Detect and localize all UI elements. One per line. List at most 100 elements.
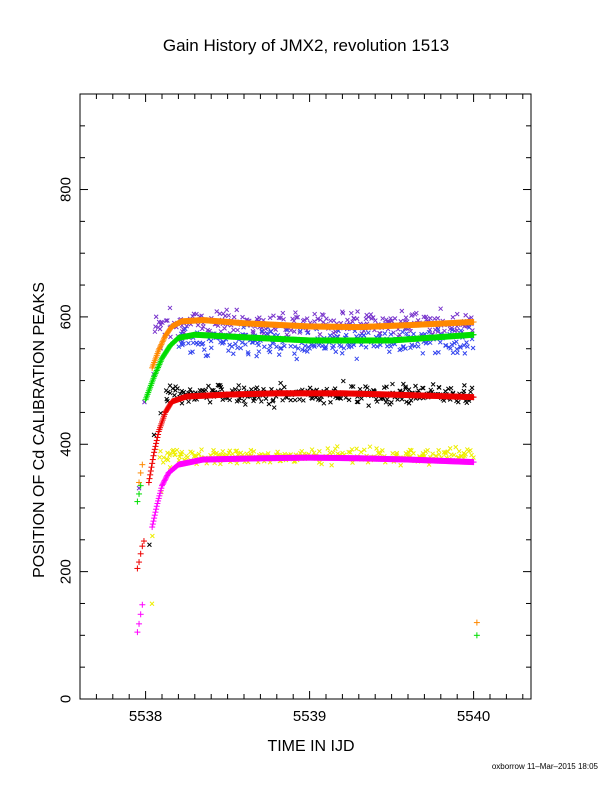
raw-point [425, 447, 430, 453]
raw-point [171, 449, 177, 455]
x-axis-label: TIME IN IJD [267, 738, 355, 755]
raw-point [449, 342, 455, 348]
raw-point [317, 448, 322, 454]
raw-point [288, 343, 294, 349]
plus-point [137, 469, 144, 476]
fit-point [470, 318, 477, 325]
fit-point [157, 342, 164, 349]
plus-point [136, 620, 143, 627]
raw-point [293, 314, 299, 320]
raw-point [454, 346, 460, 352]
raw-point [157, 326, 163, 332]
raw-point [420, 385, 426, 391]
raw-point [278, 380, 283, 386]
fit-point [151, 449, 158, 456]
raw-point [219, 387, 225, 392]
raw-point [200, 340, 206, 346]
raw-point [450, 314, 456, 320]
raw-point [276, 352, 282, 358]
raw-point [304, 349, 310, 354]
raw-point [315, 316, 321, 322]
raw-point [264, 331, 270, 336]
raw-point [309, 447, 315, 452]
fit-point [154, 434, 161, 441]
raw-point [280, 310, 286, 316]
raw-point [399, 308, 405, 314]
raw-point [245, 351, 251, 357]
raw-point [248, 387, 254, 392]
raw-point [256, 349, 262, 354]
raw-point [201, 324, 206, 329]
raw-point [203, 387, 209, 393]
raw-point [292, 397, 298, 403]
raw-point [230, 351, 236, 357]
raw-point [458, 328, 464, 334]
raw-point [433, 453, 439, 459]
plus-point [136, 559, 143, 566]
raw-point [152, 329, 158, 335]
raw-point [172, 452, 178, 458]
raw-point [350, 460, 355, 465]
plus-point [134, 629, 141, 636]
raw-point [364, 385, 370, 391]
raw-point [227, 397, 233, 403]
raw-point [413, 383, 418, 389]
raw-point [448, 385, 454, 391]
raw-point [361, 447, 367, 453]
raw-point [165, 457, 171, 463]
raw-point [294, 356, 300, 362]
raw-point [384, 384, 389, 390]
raw-point [411, 331, 416, 337]
raw-point [470, 345, 476, 351]
raw-point [382, 331, 388, 336]
raw-point [149, 601, 155, 607]
raw-point [448, 345, 453, 351]
raw-point [220, 397, 226, 402]
raw-point [391, 330, 396, 336]
plus-point [139, 601, 146, 608]
raw-point [168, 334, 173, 340]
raw-point [271, 313, 276, 319]
raw-point [406, 400, 412, 406]
raw-point [366, 403, 372, 408]
raw-point [436, 385, 442, 390]
raw-point [164, 318, 170, 323]
raw-point [292, 351, 297, 356]
raw-point [319, 461, 324, 467]
raw-point [386, 349, 392, 355]
raw-point [167, 305, 173, 311]
raw-point [262, 344, 267, 350]
fit-point [158, 341, 165, 348]
y-tick-label: 400 [58, 432, 75, 457]
raw-point [408, 345, 413, 351]
raw-point [234, 460, 240, 466]
raw-point [327, 333, 333, 338]
fit-point [152, 443, 159, 450]
raw-point [340, 378, 346, 384]
raw-point [341, 345, 347, 351]
plus-marker-layer [134, 461, 480, 639]
raw-point [206, 383, 211, 389]
raw-point [454, 328, 460, 333]
raw-point [278, 315, 283, 321]
raw-point [222, 326, 227, 331]
raw-point [297, 328, 303, 334]
raw-point [368, 312, 374, 317]
raw-point [220, 448, 226, 454]
raw-point [372, 318, 378, 323]
raw-point [340, 310, 346, 316]
raw-point [435, 315, 441, 321]
raw-point [462, 351, 468, 356]
raw-point [265, 451, 271, 456]
raw-point [329, 462, 334, 468]
raw-point [458, 345, 463, 350]
raw-point [390, 451, 396, 456]
raw-point [254, 316, 260, 322]
raw-point [295, 314, 300, 320]
raw-point [267, 343, 273, 349]
raw-point [343, 332, 349, 338]
raw-point [205, 353, 211, 358]
raw-point [194, 311, 199, 317]
raw-point [302, 348, 307, 353]
plus-point [473, 619, 480, 626]
